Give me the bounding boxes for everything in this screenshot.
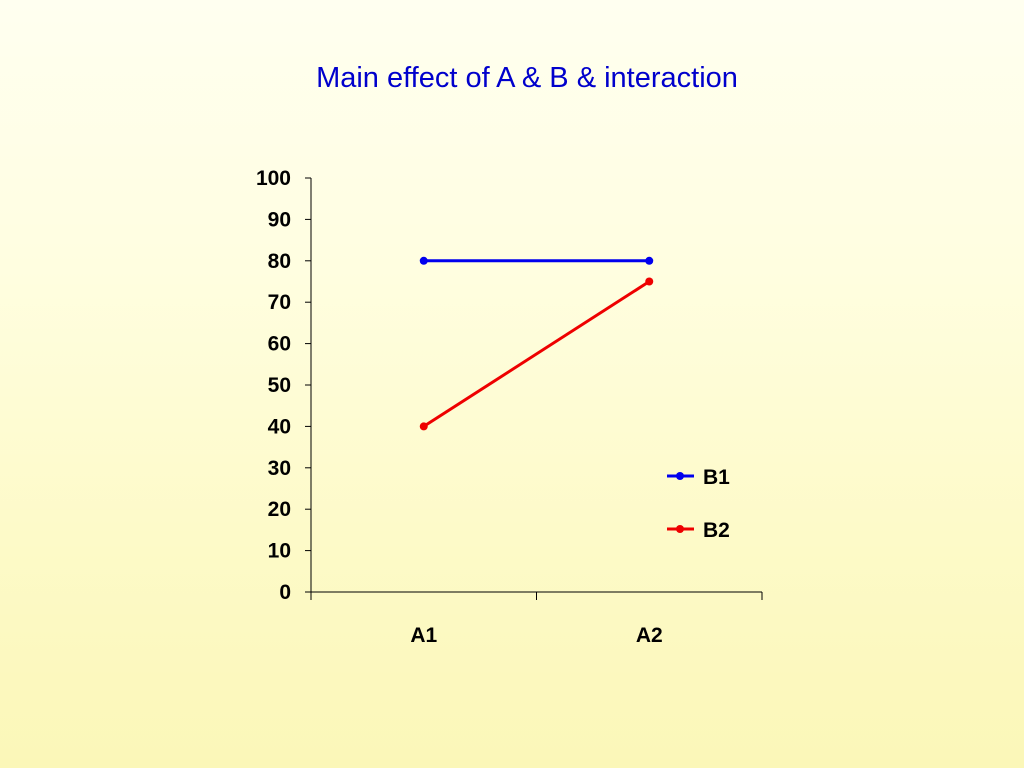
series-line-b2 <box>422 280 651 428</box>
y-tick-label: 20 <box>268 498 291 521</box>
x-tick-label: A1 <box>410 624 437 647</box>
chart-legend: B1 B2 <box>667 466 730 542</box>
data-point-b2 <box>419 422 428 431</box>
chart-title: Main effect of A & B & interaction <box>316 62 738 94</box>
y-tick-label: 0 <box>279 581 291 604</box>
legend-marker-b2 <box>676 525 684 533</box>
y-tick-label: 100 <box>256 167 291 190</box>
y-tick-label: 50 <box>268 374 291 397</box>
legend-label-b1: B1 <box>703 466 730 489</box>
legend-label-b2: B2 <box>703 519 730 542</box>
y-tick-label: 40 <box>268 415 291 438</box>
y-tick-label: 70 <box>268 291 291 314</box>
data-point-b1 <box>419 256 428 265</box>
data-point-b1 <box>645 256 654 265</box>
y-tick-label: 60 <box>268 333 291 356</box>
chart-series <box>419 256 654 431</box>
y-tick-label: 90 <box>268 208 291 231</box>
y-tick-label: 10 <box>268 540 291 563</box>
data-point-b2 <box>645 277 654 286</box>
legend-marker-b1 <box>676 472 684 480</box>
y-tick-label: 30 <box>268 457 291 480</box>
y-tick-label: 80 <box>268 250 291 273</box>
chart-axes: 0 10 20 30 40 50 60 70 80 90 100 A1 A2 <box>256 167 763 647</box>
x-tick-label: A2 <box>636 624 663 647</box>
